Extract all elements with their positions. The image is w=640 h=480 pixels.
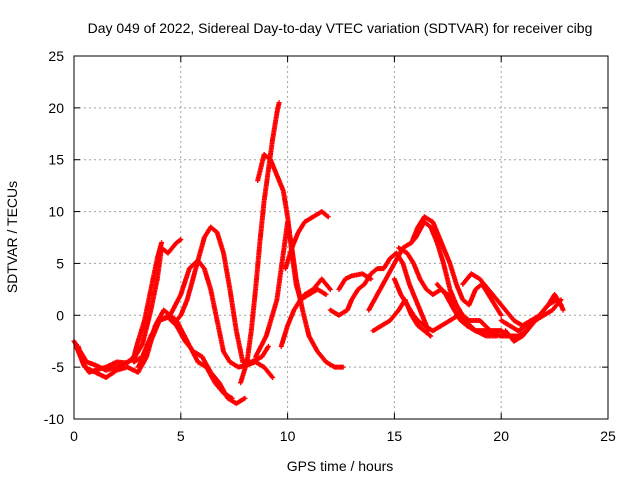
x-tick-label: 5 bbox=[177, 428, 185, 444]
series-track-14 bbox=[366, 219, 504, 334]
x-tick-label: 10 bbox=[280, 428, 296, 444]
grid bbox=[74, 56, 608, 419]
series-track-10 bbox=[253, 219, 346, 370]
plot-frame bbox=[73, 55, 609, 420]
data-point-track bbox=[366, 219, 504, 334]
y-tick-label: 5 bbox=[56, 255, 64, 271]
data-point-track bbox=[278, 286, 329, 349]
y-tick-label: 25 bbox=[48, 48, 64, 64]
data-point-track bbox=[520, 292, 566, 329]
data-point-track bbox=[73, 307, 235, 401]
y-axis-label: SDTVAR / TECUs bbox=[4, 181, 20, 293]
y-tick-label: -10 bbox=[44, 411, 64, 427]
chart-title: Day 049 of 2022, Sidereal Day-to-day VTE… bbox=[88, 20, 593, 36]
x-tick-label: 0 bbox=[70, 428, 78, 444]
series-track-11 bbox=[278, 286, 329, 349]
y-tick-label: 15 bbox=[48, 152, 64, 168]
data-point-track bbox=[396, 245, 500, 339]
series-track-17 bbox=[409, 214, 504, 318]
series-track-1 bbox=[71, 237, 184, 373]
y-tick-label: 20 bbox=[48, 100, 64, 116]
series-track-13 bbox=[336, 271, 374, 292]
x-tick-label: 25 bbox=[600, 428, 616, 444]
data-point-track bbox=[391, 276, 513, 339]
x-tick-label: 15 bbox=[387, 428, 403, 444]
data-point-track bbox=[71, 237, 184, 373]
y-tick-label: -5 bbox=[52, 359, 65, 375]
data-point-track bbox=[336, 271, 374, 292]
x-axis-label: GPS time / hours bbox=[287, 458, 394, 474]
series-track-19 bbox=[391, 276, 513, 339]
data-points bbox=[71, 100, 566, 406]
series-track-3 bbox=[73, 307, 235, 401]
series-track-23 bbox=[520, 292, 566, 329]
y-tick-label: 0 bbox=[56, 307, 64, 323]
axis-ticks: 0 5 10 15 20 25 -10 -5 0 5 10 15 20 25 bbox=[44, 48, 616, 444]
x-tick-label: 20 bbox=[493, 428, 509, 444]
series-track-16 bbox=[396, 245, 500, 339]
series-track-7 bbox=[238, 100, 282, 386]
data-point-track bbox=[253, 219, 346, 370]
data-point-track bbox=[238, 100, 282, 386]
y-tick-label: 10 bbox=[48, 204, 64, 220]
data-point-track bbox=[409, 214, 504, 318]
